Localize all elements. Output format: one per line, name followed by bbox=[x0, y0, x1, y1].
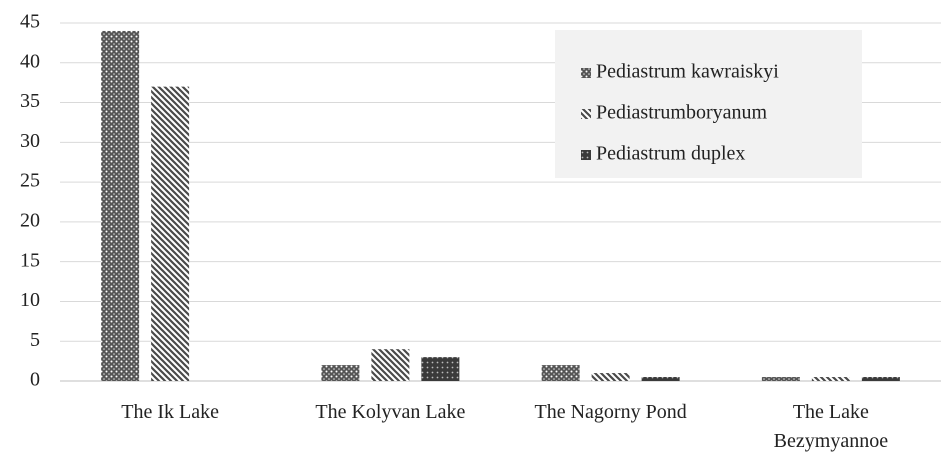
bar bbox=[811, 377, 850, 381]
y-tick-label: 10 bbox=[20, 289, 40, 311]
legend-label: Pediastrum duplex bbox=[596, 143, 745, 165]
y-tick-label: 35 bbox=[20, 90, 40, 112]
bar bbox=[591, 373, 630, 381]
y-tick-label: 15 bbox=[20, 249, 40, 271]
y-tick-label: 20 bbox=[20, 209, 40, 231]
legend-label: Pediastrumboryanum bbox=[596, 102, 768, 124]
x-tick-label: The Nagorny Pond bbox=[534, 401, 687, 423]
bar bbox=[421, 357, 460, 381]
x-tick-label: The Kolyvan Lake bbox=[315, 401, 466, 423]
bar bbox=[321, 365, 360, 381]
y-tick-label: 0 bbox=[30, 369, 40, 391]
legend-label: Pediastrum kawraiskyi bbox=[596, 61, 779, 83]
legend: Pediastrum kawraiskyi Pediastrumboryanum P… bbox=[555, 30, 862, 178]
bar bbox=[151, 86, 190, 382]
bar bbox=[541, 365, 580, 381]
x-tick-label: The Lake Bezymyannoe bbox=[773, 401, 889, 452]
legend-box bbox=[555, 30, 862, 178]
legend-swatch bbox=[581, 150, 591, 160]
x-tick-label: The Ik Lake bbox=[121, 401, 219, 423]
bar bbox=[861, 377, 900, 381]
legend-swatch bbox=[581, 109, 591, 119]
y-tick-label: 5 bbox=[30, 329, 40, 351]
y-tick-label: 45 bbox=[20, 11, 40, 33]
bar bbox=[371, 349, 410, 381]
legend-swatch bbox=[581, 68, 591, 78]
bar bbox=[101, 30, 140, 381]
y-tick-label: 40 bbox=[20, 50, 40, 72]
bar bbox=[761, 377, 800, 381]
y-tick-label: 30 bbox=[20, 130, 40, 152]
bar bbox=[641, 377, 680, 381]
y-tick-label: 25 bbox=[20, 170, 40, 192]
